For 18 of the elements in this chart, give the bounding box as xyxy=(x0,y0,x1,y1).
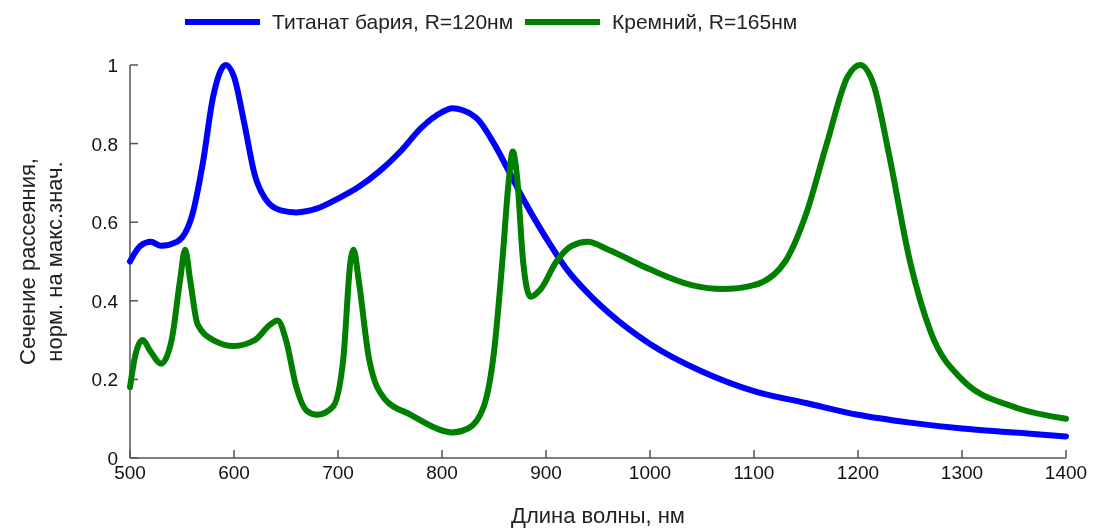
legend-label: Кремний, R=165нм xyxy=(612,10,798,33)
y-tick-label: 0.2 xyxy=(91,369,118,391)
y-tick-label: 0.6 xyxy=(91,212,118,234)
x-tick-label: 600 xyxy=(218,462,250,483)
y-axis-title: Сечение рассеяния, норм. на макс.знач. xyxy=(15,158,67,365)
x-tick-label: 700 xyxy=(322,462,354,483)
x-axis-title: Длина волны, нм xyxy=(510,503,686,528)
x-tick-label: 800 xyxy=(426,462,458,483)
x-tick-label: 1300 xyxy=(940,462,984,483)
x-tick-label: 900 xyxy=(530,462,562,483)
y-tick-label: 0.4 xyxy=(91,290,119,312)
legend-label: Титанат бария, R=120нм xyxy=(272,10,514,33)
y-tick-label: 0.8 xyxy=(91,133,118,155)
x-tick-label: 1400 xyxy=(1044,462,1088,483)
x-tick-label: 1000 xyxy=(628,462,672,483)
y-tick-label: 1 xyxy=(107,55,118,76)
x-tick-label: 1200 xyxy=(836,462,880,483)
x-tick-label: 1100 xyxy=(733,462,775,483)
